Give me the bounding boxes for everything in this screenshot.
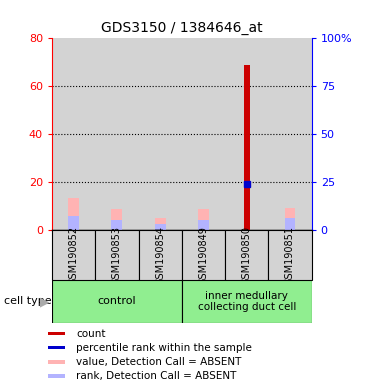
Text: count: count: [76, 329, 106, 339]
Bar: [68, 198, 79, 230]
Bar: [182, 230, 225, 280]
Text: GSM190850: GSM190850: [242, 226, 252, 285]
Text: percentile rank within the sample: percentile rank within the sample: [76, 343, 252, 353]
Bar: [268, 230, 312, 280]
Bar: [182, 38, 225, 230]
Bar: [111, 209, 122, 230]
Bar: [155, 224, 165, 230]
Bar: [268, 38, 312, 230]
Bar: [155, 218, 165, 230]
Bar: [244, 65, 250, 230]
Bar: [48, 360, 65, 364]
Text: control: control: [98, 296, 136, 306]
Bar: [52, 38, 95, 230]
Bar: [111, 220, 122, 230]
Text: inner medullary
collecting duct cell: inner medullary collecting duct cell: [197, 291, 296, 312]
Text: GSM190851: GSM190851: [285, 226, 295, 285]
Bar: [95, 38, 138, 230]
Bar: [138, 38, 182, 230]
Bar: [285, 218, 295, 230]
Text: ▶: ▶: [40, 295, 50, 308]
Bar: [138, 230, 182, 280]
Bar: [52, 230, 95, 280]
Text: GSM190854: GSM190854: [155, 226, 165, 285]
Bar: [225, 38, 268, 230]
Text: cell type: cell type: [4, 296, 51, 306]
Bar: [198, 209, 209, 230]
Text: GSM190853: GSM190853: [112, 226, 122, 285]
Bar: [48, 374, 65, 378]
Bar: [198, 220, 209, 230]
Bar: [48, 346, 65, 349]
Text: GSM190849: GSM190849: [198, 226, 209, 285]
Bar: [68, 216, 79, 230]
Text: rank, Detection Call = ABSENT: rank, Detection Call = ABSENT: [76, 371, 237, 381]
Bar: [52, 280, 182, 323]
Text: GSM190852: GSM190852: [69, 226, 79, 285]
Bar: [285, 208, 295, 230]
Text: value, Detection Call = ABSENT: value, Detection Call = ABSENT: [76, 357, 242, 367]
Bar: [182, 280, 312, 323]
Bar: [225, 230, 268, 280]
Bar: [48, 332, 65, 335]
Title: GDS3150 / 1384646_at: GDS3150 / 1384646_at: [101, 21, 263, 35]
Bar: [95, 230, 138, 280]
